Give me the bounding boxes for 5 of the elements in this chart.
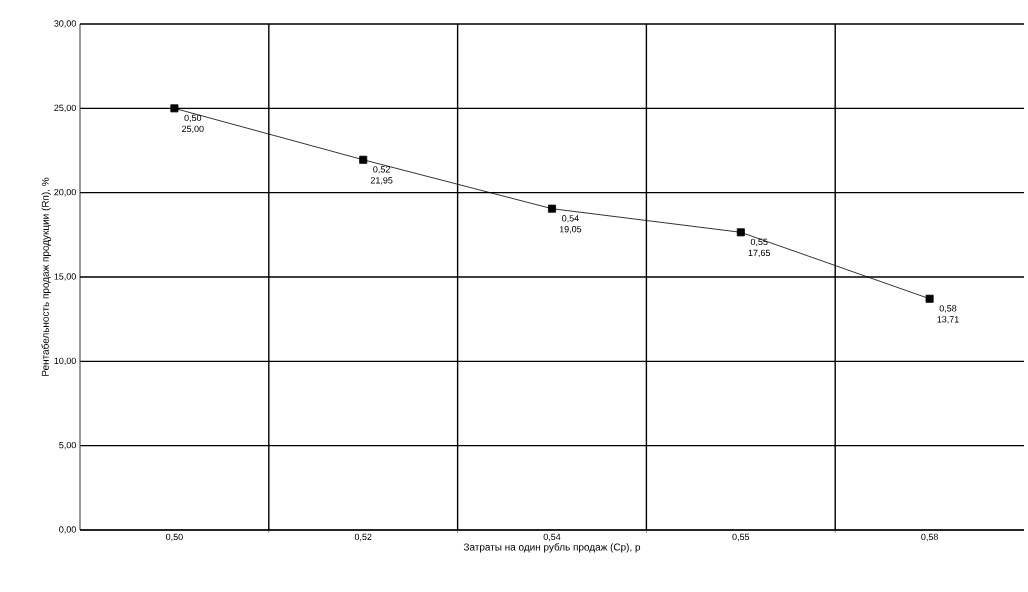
point (170, 104, 179, 113)
point (925, 294, 934, 303)
point (548, 204, 556, 213)
point (359, 155, 368, 164)
point (736, 228, 745, 237)
